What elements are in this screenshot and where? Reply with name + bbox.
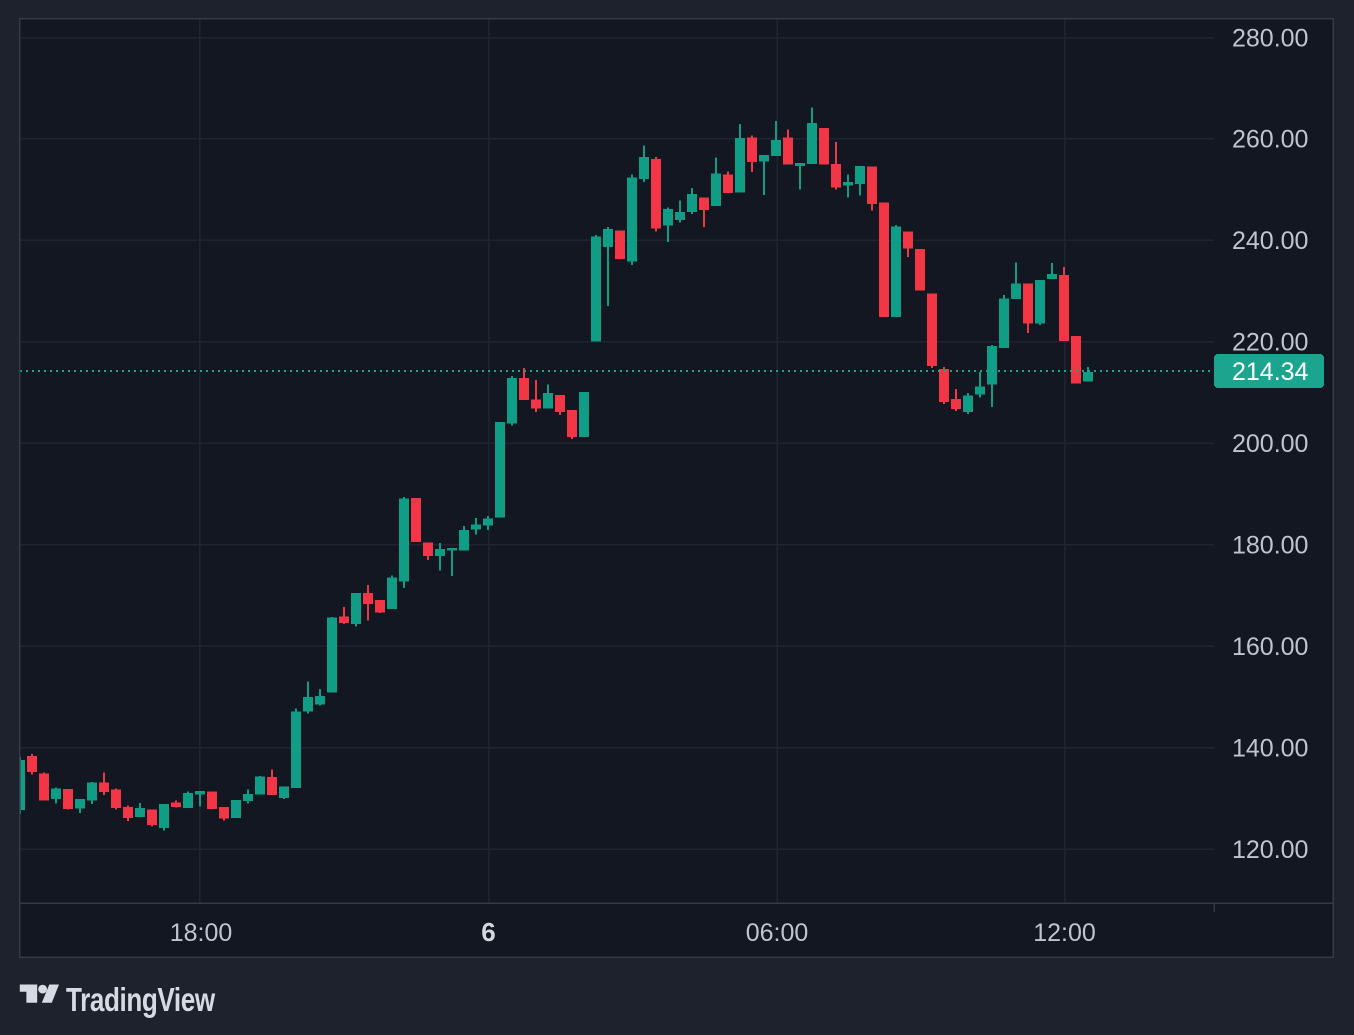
svg-text:260.00: 260.00 xyxy=(1232,126,1308,154)
svg-text:214.34: 214.34 xyxy=(1232,358,1309,386)
svg-text:12:00: 12:00 xyxy=(1033,919,1096,947)
svg-text:160.00: 160.00 xyxy=(1232,633,1308,661)
svg-text:180.00: 180.00 xyxy=(1232,531,1308,559)
svg-text:6: 6 xyxy=(481,917,495,947)
svg-text:140.00: 140.00 xyxy=(1232,734,1308,762)
svg-text:06:00: 06:00 xyxy=(746,919,809,947)
svg-text:280.00: 280.00 xyxy=(1232,24,1308,52)
svg-text:18:00: 18:00 xyxy=(170,919,233,947)
svg-text:220.00: 220.00 xyxy=(1232,329,1308,357)
svg-text:240.00: 240.00 xyxy=(1232,227,1308,255)
svg-text:200.00: 200.00 xyxy=(1232,430,1308,458)
svg-text:120.00: 120.00 xyxy=(1232,836,1308,864)
